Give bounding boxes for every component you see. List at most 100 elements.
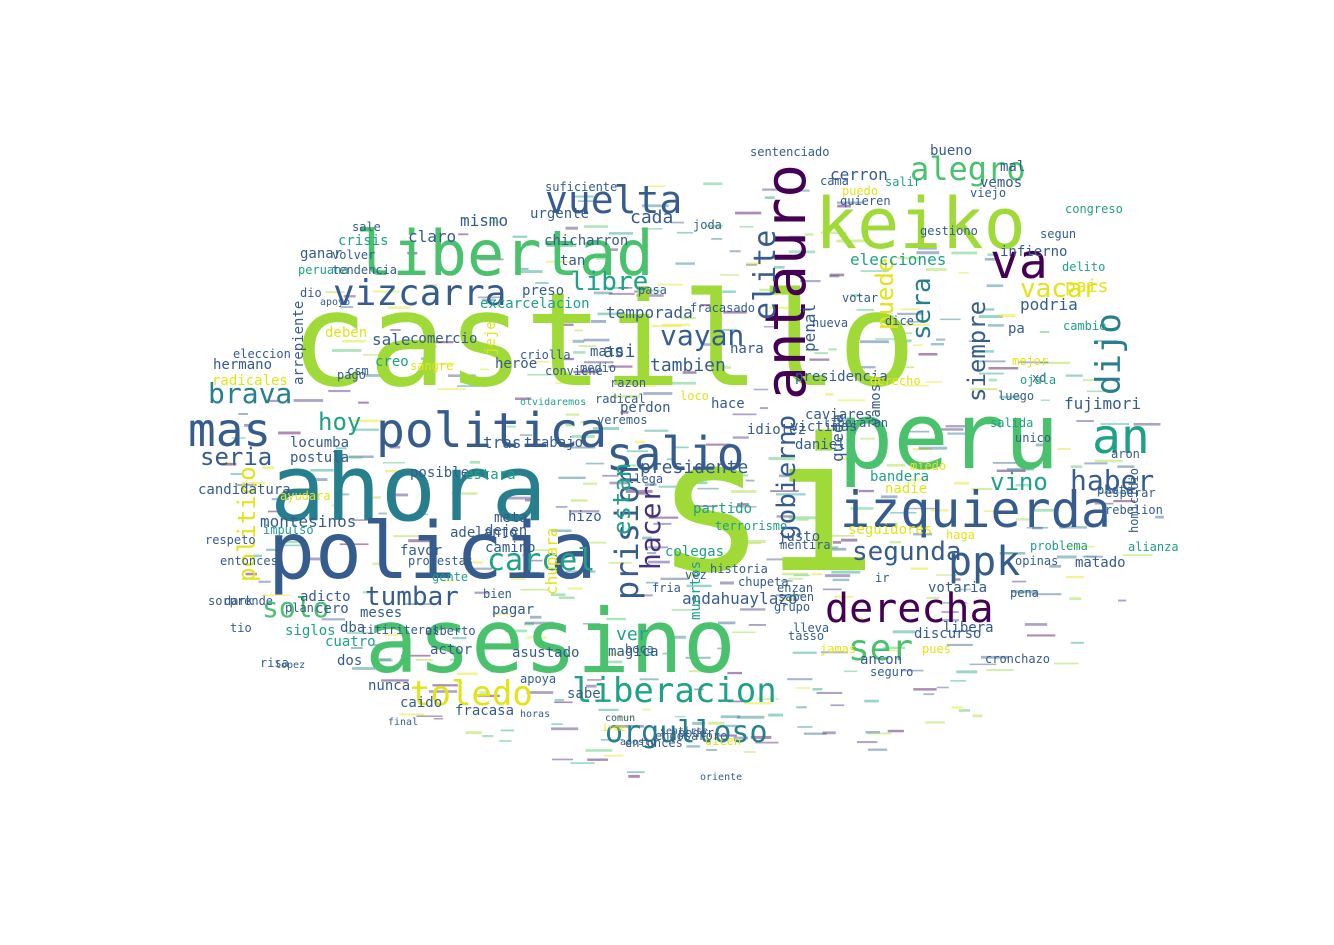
filler-word-mark — [412, 345, 437, 348]
filler-word-mark — [554, 701, 573, 704]
cloud-word: bandera — [870, 469, 929, 485]
filler-word-mark — [675, 446, 689, 449]
filler-word-mark — [1039, 330, 1050, 334]
filler-word-mark — [1049, 565, 1061, 568]
filler-word-mark — [325, 291, 345, 294]
filler-word-mark — [895, 332, 912, 334]
filler-word-mark — [316, 478, 328, 481]
filler-word-mark — [999, 395, 1021, 399]
filler-word-mark — [338, 493, 350, 496]
filler-word-mark — [609, 481, 630, 485]
cloud-word: vemos — [980, 175, 1022, 191]
filler-word-mark — [437, 388, 466, 391]
filler-word-mark — [726, 724, 738, 728]
cloud-word: gestiono — [920, 224, 978, 238]
filler-word-mark — [868, 732, 892, 735]
filler-word-mark — [433, 718, 444, 720]
filler-word-mark — [666, 458, 676, 461]
cloud-word: sentenciado — [750, 145, 829, 159]
filler-word-mark — [970, 388, 998, 391]
filler-word-mark — [936, 619, 959, 622]
filler-word-mark — [907, 507, 936, 510]
cloud-word: magica — [608, 644, 659, 660]
filler-word-mark — [850, 507, 874, 510]
cloud-word: alianza — [1128, 540, 1179, 554]
filler-word-mark — [643, 392, 673, 395]
cloud-word: candidatura — [198, 482, 291, 498]
cloud-word: loco — [680, 389, 709, 403]
filler-word-mark — [792, 651, 817, 654]
filler-word-mark — [565, 570, 596, 573]
filler-word-mark — [1040, 361, 1070, 364]
cloud-word: montesinos — [260, 512, 356, 531]
cloud-word: final — [388, 717, 418, 728]
filler-word-mark — [378, 512, 387, 515]
filler-word-mark — [789, 316, 810, 319]
cloud-word: brava — [208, 377, 292, 410]
filler-word-mark — [947, 432, 965, 435]
filler-word-mark — [836, 419, 856, 422]
filler-word-mark — [644, 483, 657, 486]
filler-word-mark — [642, 708, 651, 711]
filler-word-mark — [238, 413, 248, 415]
filler-word-mark — [532, 549, 550, 552]
cloud-word: dark — [224, 594, 254, 608]
filler-word-mark — [443, 579, 455, 582]
filler-word-mark — [546, 245, 577, 247]
cloud-word: dio — [300, 286, 322, 300]
filler-word-mark — [798, 557, 825, 561]
filler-word-mark — [723, 310, 747, 314]
filler-word-mark — [882, 646, 906, 649]
filler-word-mark — [831, 570, 861, 574]
filler-word-mark — [841, 538, 858, 542]
filler-word-mark — [811, 573, 823, 576]
filler-word-mark — [268, 510, 281, 513]
filler-word-mark — [382, 421, 395, 424]
filler-word-mark — [688, 670, 708, 673]
filler-word-mark — [610, 395, 640, 398]
filler-word-mark — [415, 658, 433, 661]
filler-word-mark — [506, 425, 516, 428]
cloud-word: joda — [693, 218, 722, 232]
filler-word-mark — [800, 280, 821, 283]
filler-word-mark — [956, 670, 978, 674]
filler-word-mark — [516, 267, 529, 270]
filler-word-mark — [410, 513, 428, 516]
filler-word-mark — [343, 295, 356, 298]
filler-word-mark — [613, 716, 634, 719]
filler-word-mark — [618, 287, 633, 289]
filler-word-mark — [715, 734, 737, 737]
cloud-word: vizcarra — [333, 273, 506, 314]
cloud-word: elecciones — [850, 250, 946, 269]
filler-word-mark — [727, 700, 744, 703]
filler-word-mark — [969, 663, 997, 666]
filler-word-mark — [614, 724, 644, 728]
filler-word-mark — [520, 588, 550, 591]
filler-word-mark — [814, 352, 828, 355]
filler-word-mark — [603, 660, 623, 664]
cloud-word: asesino — [365, 590, 736, 693]
filler-word-mark — [450, 658, 460, 661]
filler-word-mark — [974, 350, 994, 353]
filler-word-mark — [626, 450, 649, 453]
filler-word-mark — [574, 329, 584, 332]
cloud-word: ancon — [860, 652, 902, 668]
filler-word-mark — [836, 239, 865, 243]
cloud-word: opinas — [1015, 554, 1058, 568]
filler-word-mark — [832, 541, 842, 544]
cloud-word: mismo — [460, 211, 508, 230]
cloud-word: tasso — [788, 629, 824, 643]
filler-word-mark — [999, 552, 1026, 555]
cloud-word: miedo — [910, 459, 946, 473]
cloud-word: posible — [410, 465, 469, 481]
filler-word-mark — [401, 654, 431, 657]
filler-word-mark — [978, 315, 1003, 318]
filler-word-mark — [1076, 420, 1094, 422]
filler-word-mark — [466, 567, 492, 570]
filler-word-mark — [1094, 502, 1114, 505]
filler-word-mark — [860, 340, 889, 344]
filler-word-mark — [597, 312, 625, 316]
filler-word-mark — [1031, 508, 1058, 512]
cloud-word: muertos — [688, 561, 704, 620]
filler-word-mark — [379, 658, 391, 661]
